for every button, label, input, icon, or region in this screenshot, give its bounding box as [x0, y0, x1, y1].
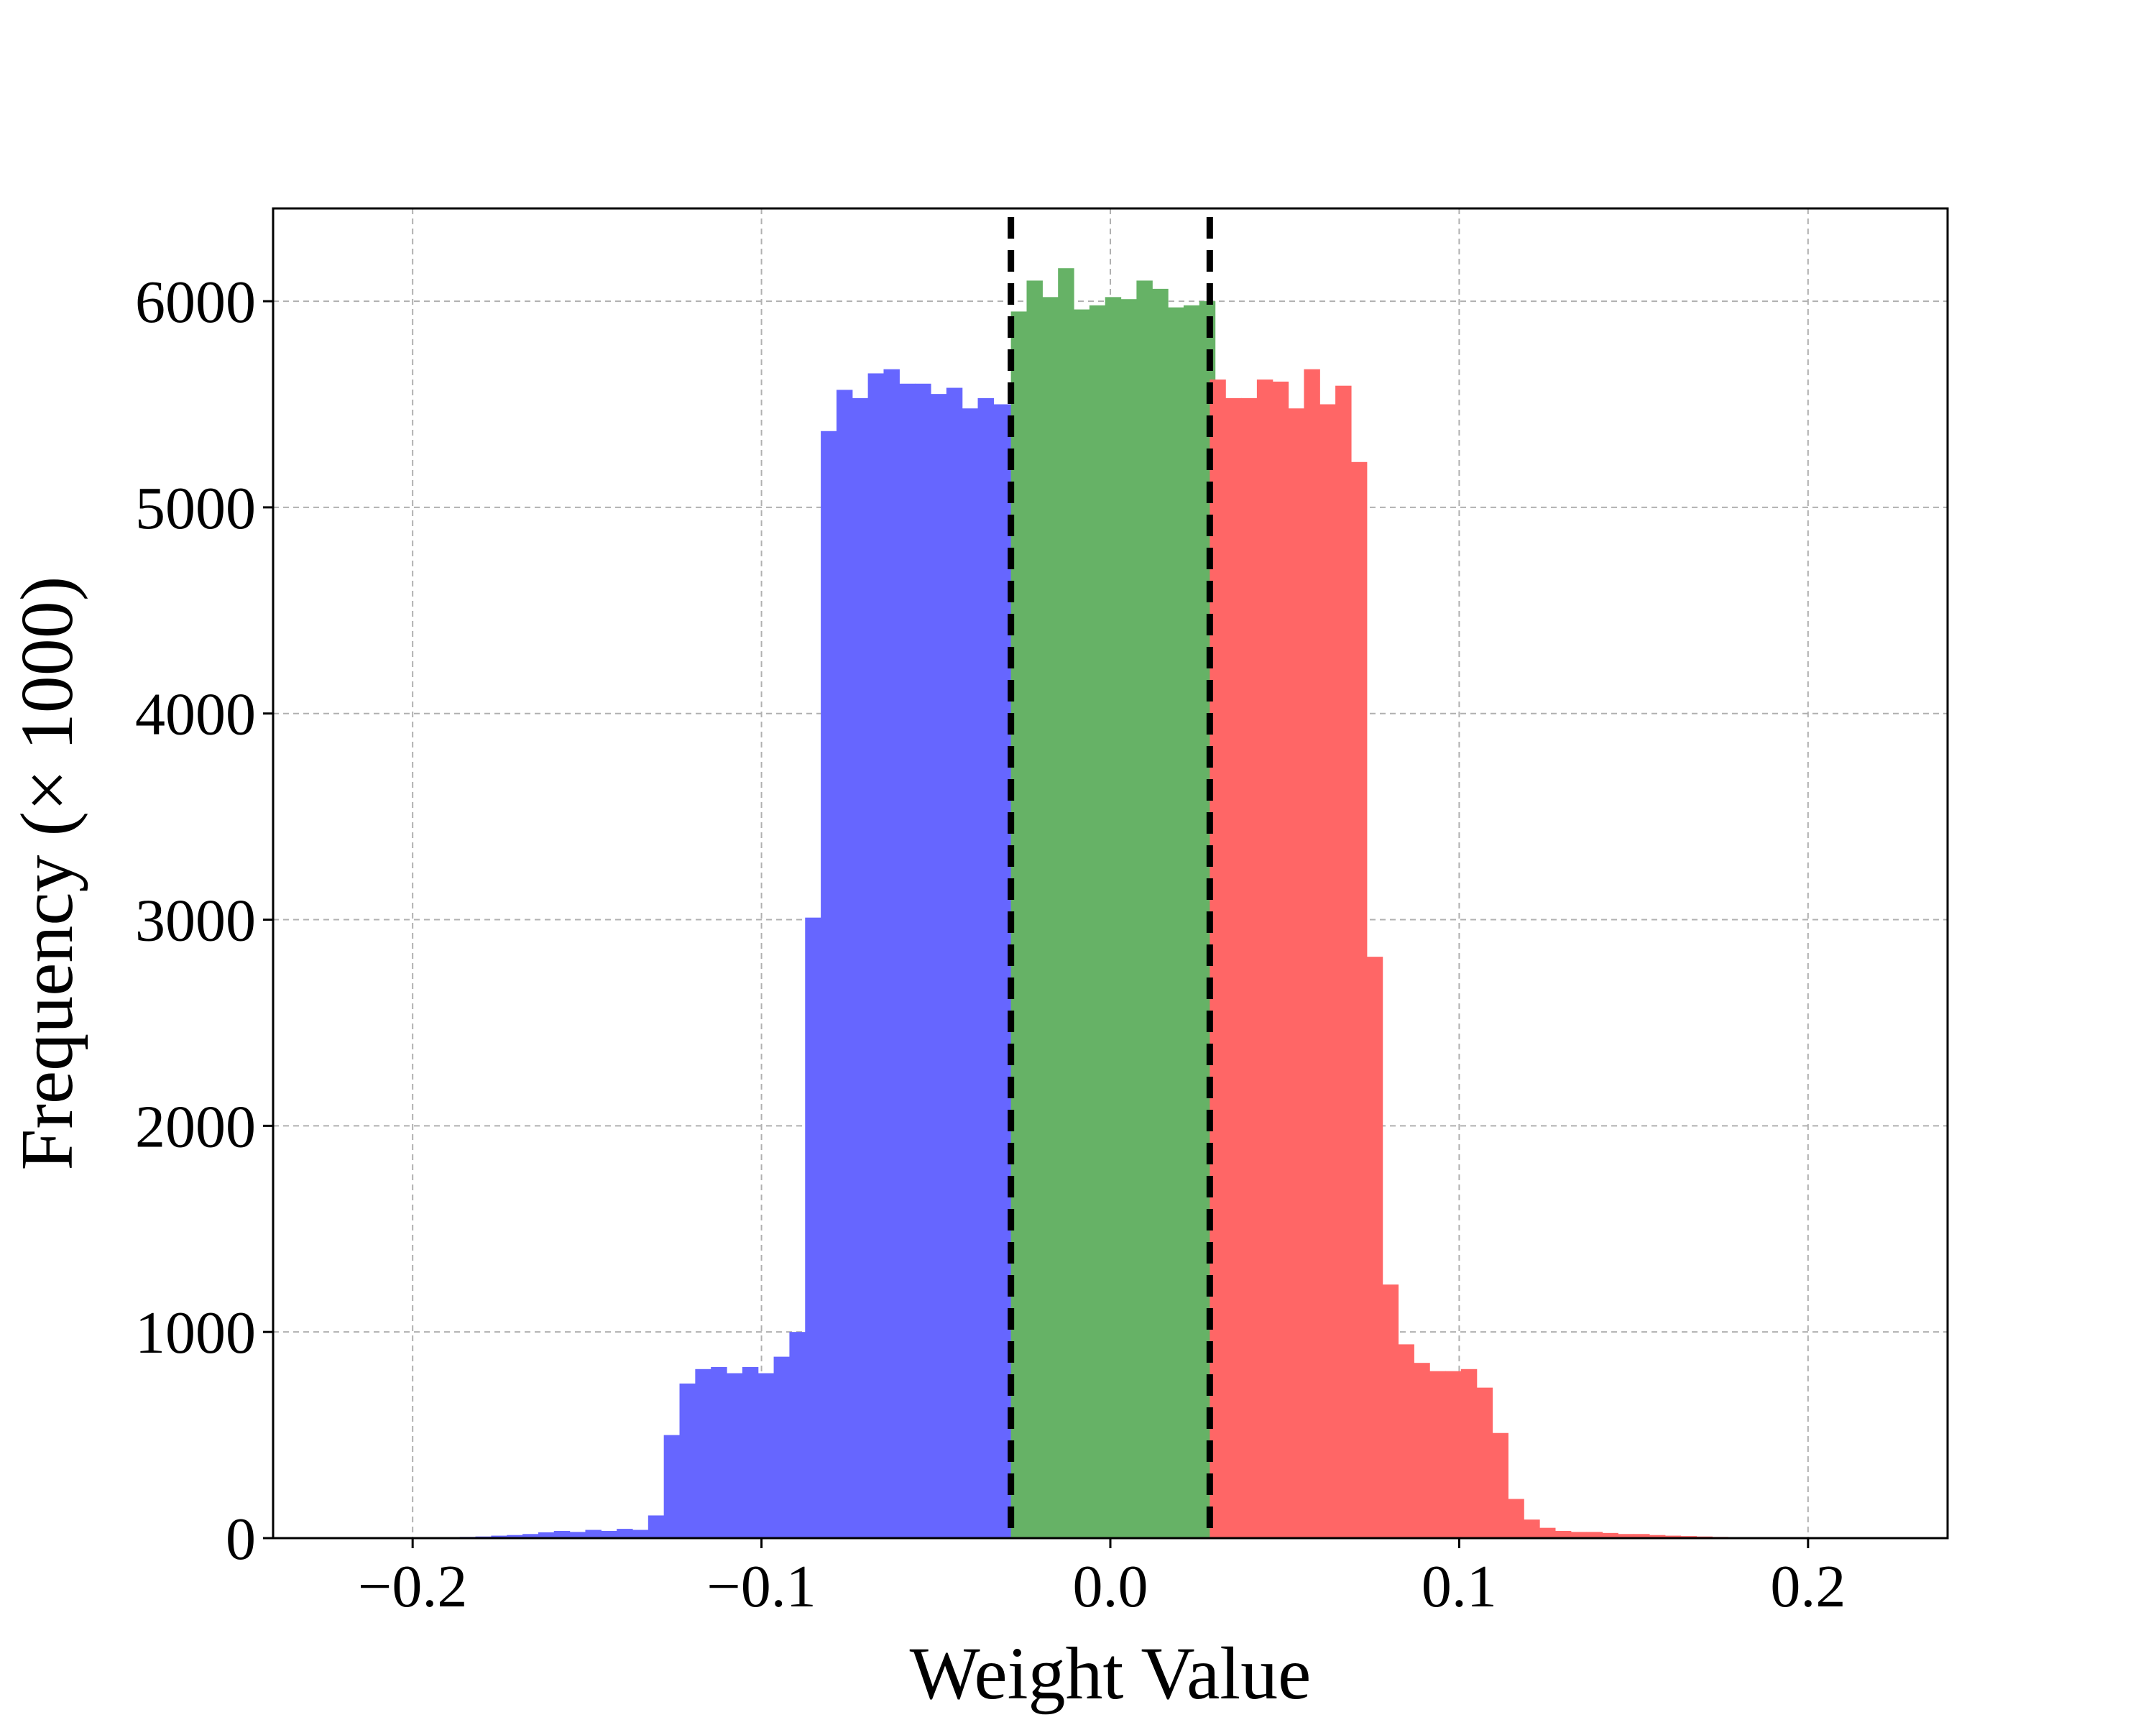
histogram-bar	[507, 1535, 523, 1538]
histogram-bar	[1074, 309, 1090, 1539]
histogram-bar	[773, 1356, 791, 1538]
histogram-bar	[993, 404, 1010, 1538]
histogram-bar	[538, 1532, 555, 1538]
histogram-bar	[1618, 1534, 1634, 1538]
histogram-bar	[1026, 280, 1043, 1539]
histogram-bar	[977, 397, 994, 1538]
histogram-bar	[617, 1529, 633, 1538]
histogram-bar	[601, 1530, 617, 1538]
histogram-bar	[1225, 397, 1242, 1538]
x-tick-label: 0.0	[1073, 1553, 1148, 1620]
histogram-bar	[867, 373, 885, 1539]
histogram-bar	[899, 383, 916, 1538]
histogram-bar	[569, 1532, 586, 1538]
histogram-bar	[553, 1530, 571, 1538]
histogram-bar	[915, 383, 931, 1538]
histogram-bar	[946, 387, 963, 1538]
histogram-bar	[1649, 1535, 1666, 1538]
histogram-bar	[1445, 1371, 1462, 1538]
histogram-bar	[1241, 397, 1258, 1538]
histogram-bar	[757, 1373, 775, 1538]
histogram-bar	[1120, 299, 1138, 1538]
histogram-bar	[1429, 1371, 1446, 1538]
histogram-bar	[1168, 307, 1184, 1538]
histogram-bar	[695, 1368, 711, 1538]
histogram-bar	[1539, 1527, 1556, 1538]
histogram-bar	[1210, 380, 1226, 1538]
histogram-bars	[413, 268, 1807, 1539]
histogram-bar	[1136, 280, 1153, 1539]
histogram-bar	[1089, 305, 1106, 1539]
histogram-bar	[1398, 1344, 1414, 1538]
histogram-bar	[1554, 1530, 1572, 1538]
histogram-bar	[852, 397, 869, 1538]
histogram-bar	[1414, 1363, 1430, 1538]
histogram-bar	[962, 408, 979, 1538]
histogram-bar	[1460, 1368, 1478, 1538]
x-tick-label: −0.2	[358, 1553, 467, 1620]
histogram-bar	[1304, 369, 1320, 1538]
histogram-bar	[1010, 311, 1028, 1538]
histogram-bar	[632, 1530, 649, 1538]
x-tick-label: 0.1	[1422, 1553, 1497, 1620]
histogram-bar	[663, 1435, 681, 1538]
threshold-lines	[1008, 217, 1213, 1538]
histogram-bar	[711, 1366, 727, 1538]
histogram-bar	[1570, 1532, 1588, 1538]
histogram-bar	[789, 1332, 806, 1538]
y-axis-label: Frequency (× 1000)	[6, 576, 88, 1171]
histogram-bar	[1256, 380, 1273, 1538]
histogram-bar	[1476, 1387, 1493, 1538]
histogram-bar	[491, 1535, 507, 1538]
histogram-bar	[742, 1366, 759, 1538]
histogram-bar	[931, 394, 947, 1538]
histogram-bar	[1152, 288, 1169, 1538]
y-tick-label: 0	[226, 1506, 256, 1573]
histogram-bar	[883, 369, 900, 1538]
histogram-bar	[1586, 1532, 1603, 1538]
axis-ticks: −0.2 −0.1 0.0 0.1 0.2 0 1000 2000 3000 4000 5000 60…	[135, 269, 1846, 1620]
x-tick-label: 0.2	[1770, 1553, 1846, 1620]
histogram-bar	[1664, 1535, 1682, 1538]
histogram-bar	[1508, 1499, 1524, 1538]
histogram-bar	[727, 1373, 743, 1538]
histogram-bar	[1319, 404, 1336, 1538]
histogram-bar	[836, 390, 853, 1538]
histogram-bar	[1524, 1519, 1540, 1538]
y-tick-label: 1000	[135, 1300, 256, 1366]
y-tick-label: 3000	[135, 888, 256, 954]
histogram-bar	[1288, 408, 1305, 1538]
y-tick-label: 4000	[135, 681, 256, 748]
histogram-bar	[522, 1534, 539, 1538]
histogram-bar	[1492, 1432, 1508, 1538]
histogram-bar	[1602, 1532, 1618, 1538]
histogram-bar	[585, 1530, 602, 1538]
histogram-bar	[1105, 297, 1122, 1538]
histogram-bar	[1058, 268, 1074, 1539]
histogram-bar	[679, 1383, 696, 1538]
histogram-bar	[805, 917, 821, 1538]
histogram-bar	[1366, 957, 1383, 1538]
histogram-bar	[1350, 461, 1368, 1538]
histogram-bar	[1272, 381, 1289, 1539]
histogram-bar	[1183, 305, 1200, 1539]
y-tick-label: 2000	[135, 1093, 256, 1160]
x-axis-label: Weight Value	[910, 1632, 1312, 1715]
histogram-bar	[1634, 1534, 1650, 1538]
y-tick-label: 5000	[135, 475, 256, 542]
histogram-bar	[648, 1515, 665, 1538]
histogram-bar	[1382, 1284, 1399, 1538]
x-tick-label: −0.1	[706, 1553, 816, 1620]
histogram-bar	[821, 431, 837, 1538]
y-tick-label: 6000	[135, 269, 256, 336]
histogram-bar	[1335, 385, 1352, 1538]
histogram-bar	[1042, 297, 1059, 1538]
